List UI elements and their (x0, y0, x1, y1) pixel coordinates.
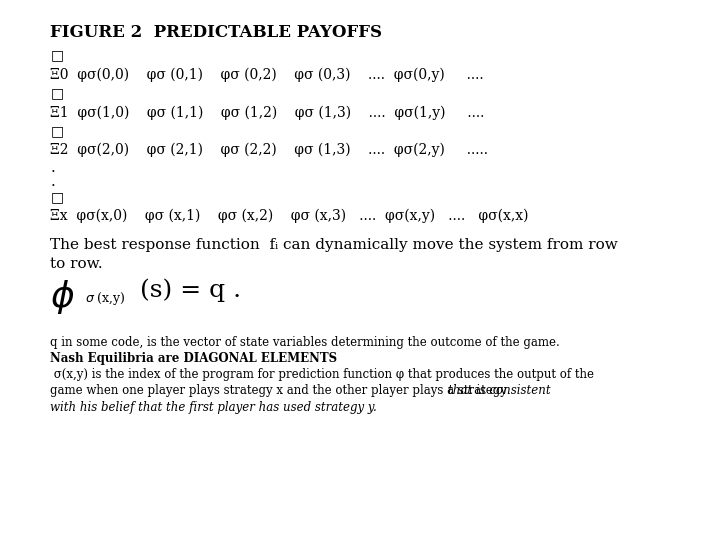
Text: .: . (50, 161, 55, 175)
Text: Ξx  φσ(x,0)    φσ (x,1)    φσ (x,2)    φσ (x,3)   ....  φσ(x,y)   ....   φσ(x,x): Ξx φσ(x,0) φσ (x,1) φσ (x,2) φσ (x,3) ..… (50, 209, 529, 224)
Text: game when one player plays strategy x and the other player plays a strategy: game when one player plays strategy x an… (50, 384, 511, 397)
Text: that is consistent: that is consistent (448, 384, 551, 397)
Text: .: . (50, 176, 55, 190)
Text: Ξ1  φσ(1,0)    φσ (1,1)    φσ (1,2)    φσ (1,3)    ....  φσ(1,y)     ....: Ξ1 φσ(1,0) φσ (1,1) φσ (1,2) φσ (1,3) ..… (50, 105, 485, 120)
Text: (s) = q .: (s) = q . (140, 278, 241, 302)
Text: Ξ2  φσ(2,0)    φσ (2,1)    φσ (2,2)    φσ (1,3)    ....  φσ(2,y)     .....: Ξ2 φσ(2,0) φσ (2,1) φσ (2,2) φσ (1,3) ..… (50, 143, 488, 158)
Text: q in some code, is the vector of state variables determining the outcome of the : q in some code, is the vector of state v… (50, 336, 560, 349)
Text: with his belief that the first player has used strategy y.: with his belief that the first player ha… (50, 401, 377, 414)
Text: Ξ0  φσ(0,0)    φσ (0,1)    φσ (0,2)    φσ (0,3)    ....  φσ(0,y)     ....: Ξ0 φσ(0,0) φσ (0,1) φσ (0,2) φσ (0,3) ..… (50, 68, 484, 82)
Text: to row.: to row. (50, 256, 103, 271)
Text: $\sigma$ (x,y): $\sigma$ (x,y) (85, 290, 126, 307)
Text: □: □ (50, 190, 63, 204)
Text: FIGURE 2  PREDICTABLE PAYOFFS: FIGURE 2 PREDICTABLE PAYOFFS (50, 24, 382, 41)
Text: □: □ (50, 124, 63, 138)
Text: □: □ (50, 49, 63, 63)
Text: $\phi$: $\phi$ (50, 278, 75, 316)
Text: σ(x,y) is the index of the program for prediction function φ that produces the o: σ(x,y) is the index of the program for p… (50, 368, 595, 381)
Text: The best response function  fᵢ can dynamically move the system from row: The best response function fᵢ can dynami… (50, 238, 618, 252)
Text: Nash Equilibria are DIAGONAL ELEMENTS: Nash Equilibria are DIAGONAL ELEMENTS (50, 352, 338, 365)
Text: □: □ (50, 86, 63, 100)
